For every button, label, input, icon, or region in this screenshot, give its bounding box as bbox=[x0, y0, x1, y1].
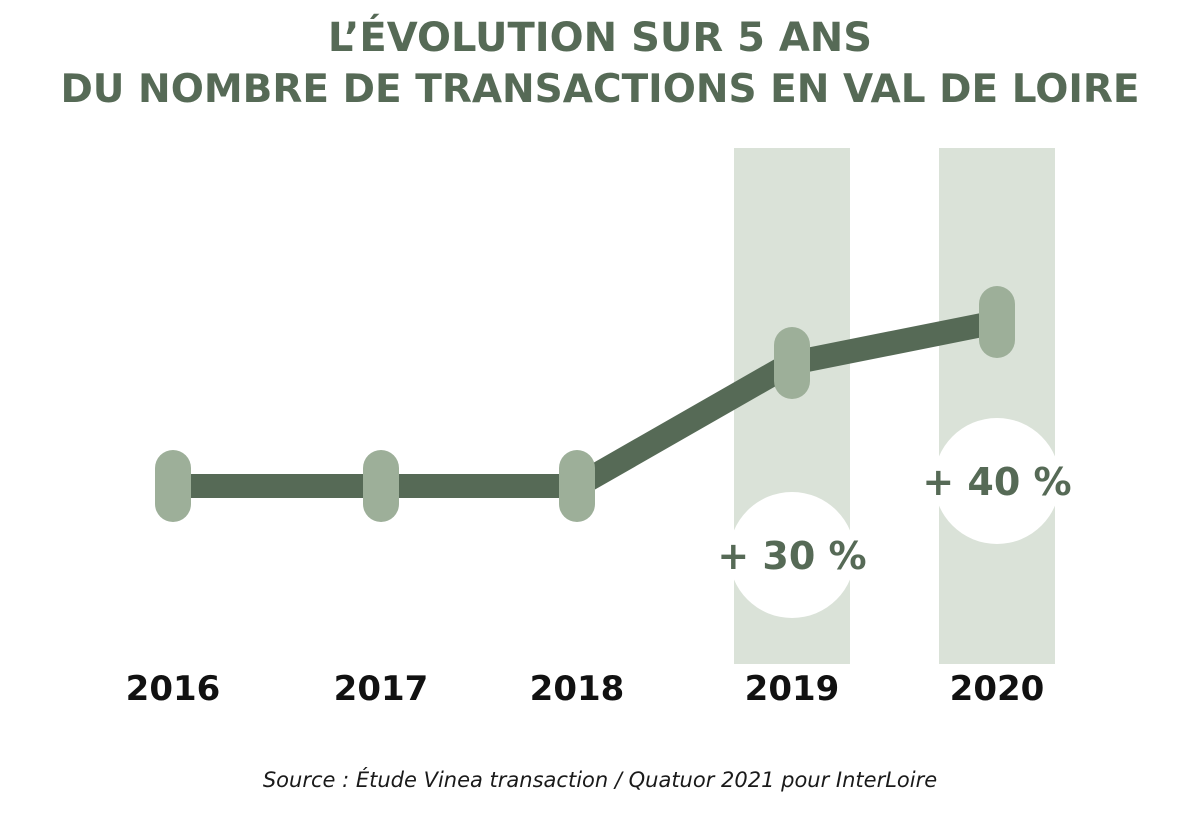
x-tick-label-2017: 2017 bbox=[334, 669, 429, 709]
annotation-bubble-2019 bbox=[729, 492, 855, 618]
data-point-2016 bbox=[155, 450, 191, 522]
data-point-2019 bbox=[774, 327, 810, 399]
annotation-bubbles bbox=[729, 418, 1060, 618]
x-tick-label-2019: 2019 bbox=[745, 669, 840, 709]
source-note: Source : Étude Vinea transaction / Quatu… bbox=[262, 768, 938, 792]
data-point-markers bbox=[155, 286, 1015, 522]
data-point-2020 bbox=[979, 286, 1015, 358]
annotation-labels: + 30 % + 40 % bbox=[717, 460, 1071, 578]
annotation-label-2019: + 30 % bbox=[717, 534, 866, 578]
data-point-2018 bbox=[559, 450, 595, 522]
highlight-band-2020 bbox=[939, 148, 1055, 664]
chart-title-line-1: L’ÉVOLUTION SUR 5 ANS bbox=[327, 15, 873, 61]
chart-title-line-2: DU NOMBRE DE TRANSACTIONS EN VAL DE LOIR… bbox=[60, 67, 1140, 112]
x-tick-label-2018: 2018 bbox=[530, 669, 625, 709]
x-tick-label-2016: 2016 bbox=[126, 669, 221, 709]
data-point-2017 bbox=[363, 450, 399, 522]
x-tick-label-2020: 2020 bbox=[950, 669, 1045, 709]
annotation-bubble-2020 bbox=[934, 418, 1060, 544]
x-axis-year-labels: 2016 2017 2018 2019 2020 bbox=[126, 669, 1045, 709]
annotation-label-2020: + 40 % bbox=[922, 460, 1071, 504]
